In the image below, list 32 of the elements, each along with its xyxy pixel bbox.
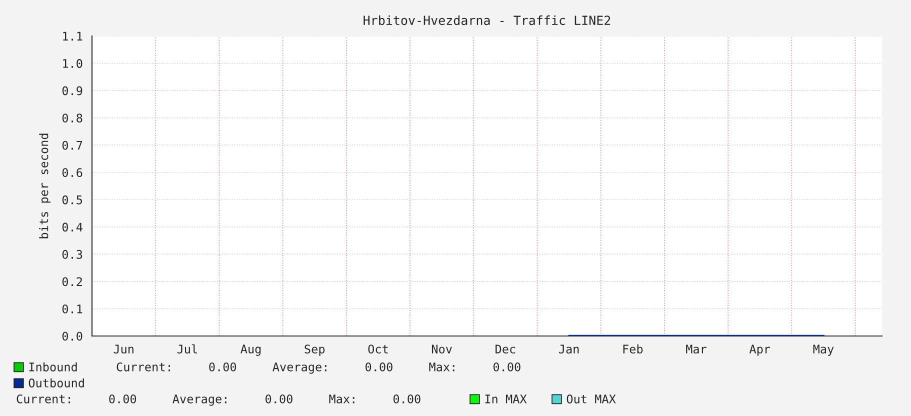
x-tick-label: Apr	[749, 344, 770, 356]
x-tick-label: Nov	[432, 344, 452, 354]
y-tick-label: 1.0	[63, 59, 82, 68]
y-tick-label: 0.8	[62, 114, 82, 123]
text: Current: 0.00 Average: 0.00 Max: 0.00	[16, 394, 420, 406]
x-tick-label: Jul	[177, 344, 197, 354]
y-tick-label: 1.1	[63, 32, 82, 41]
legend-label: Inbound	[29, 362, 77, 372]
y-tick-label: 0.7	[62, 140, 82, 150]
x-tick-label: Oct	[368, 344, 388, 354]
x-tick-label: Sep	[304, 344, 325, 356]
x-tick-label: Dec	[496, 344, 516, 354]
y-tick-label: 0.5	[62, 195, 82, 204]
x-tick-label: Jun	[114, 344, 134, 354]
y-axis-title: bits per second	[39, 134, 51, 238]
text: Current: 0.00 Average: 0.00 Max: 0.00	[116, 362, 520, 374]
x-tick-label: May	[813, 344, 834, 356]
chart-title: Hrbitov-Hvezdarna - Traffic LINE2	[364, 15, 610, 26]
y-tick-label: 0.6	[62, 168, 82, 178]
x-tick-label: Mar	[686, 344, 706, 354]
y-tick-label: 0.1	[62, 304, 82, 314]
y-tick-label: 0.3	[62, 250, 82, 259]
y-tick-label: 0.0	[62, 332, 82, 341]
y-tick-label: 0.2	[62, 277, 82, 286]
x-tick-label: Aug	[240, 344, 261, 356]
x-tick-label: Feb	[623, 344, 643, 354]
x-tick-label: Jan	[559, 344, 579, 354]
legend-label: Outbound	[28, 378, 84, 388]
legend-label: In MAX	[485, 394, 527, 404]
y-tick-label: 0.4	[62, 222, 82, 232]
y-tick-label: 0.9	[62, 86, 82, 96]
legend-label: Out MAX	[566, 394, 616, 404]
